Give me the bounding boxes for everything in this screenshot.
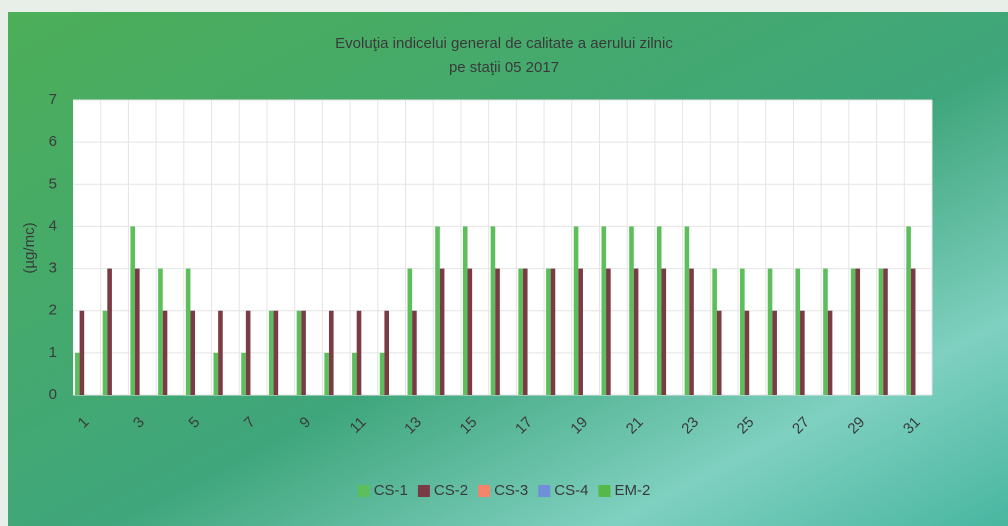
bar: [661, 268, 667, 395]
bar: [795, 268, 801, 395]
bar: [135, 268, 140, 395]
bar: [462, 226, 468, 395]
bar: [716, 310, 722, 395]
bar: [684, 226, 690, 395]
bar: [213, 352, 219, 395]
bar: [301, 310, 306, 395]
chart-subtitle: pe staţii 05 2017: [449, 59, 559, 76]
chart-title: Evoluţia indicelui general de calitate a…: [335, 35, 673, 52]
bar: [352, 352, 357, 395]
bar: [855, 268, 861, 395]
bar: [130, 226, 136, 395]
y-axis-label: (µg/mc): [21, 222, 38, 273]
y-tick-label: 5: [49, 175, 57, 192]
bar: [328, 310, 334, 395]
legend-swatch: [357, 485, 370, 497]
bar: [190, 310, 196, 395]
bar: [435, 226, 440, 395]
bar: [241, 352, 246, 395]
bar: [744, 310, 750, 395]
bar: [656, 226, 662, 395]
bar: [75, 352, 80, 395]
legend-swatch: [538, 485, 551, 497]
bar: [823, 268, 828, 395]
bar: [633, 268, 639, 395]
bar: [910, 268, 916, 395]
bar: [878, 268, 884, 395]
bar: [158, 268, 163, 395]
bar: [324, 352, 329, 395]
legend-swatch: [598, 485, 611, 497]
legend-label: EM-2: [614, 482, 650, 499]
bar: [689, 268, 694, 395]
y-tick-label: 3: [49, 260, 57, 277]
legend-swatch: [417, 485, 430, 497]
legend-swatch: [478, 485, 491, 497]
y-tick-label: 6: [49, 133, 57, 150]
legend-label: CS-4: [554, 482, 588, 499]
bar: [518, 268, 523, 395]
bar: [495, 268, 500, 395]
bar: [578, 268, 583, 395]
y-tick-label: 7: [49, 91, 57, 108]
bar: [800, 310, 805, 395]
bar: [268, 310, 274, 395]
bar: [218, 310, 223, 395]
y-tick-label: 4: [49, 217, 57, 234]
bar: [162, 310, 168, 395]
bar: [827, 310, 833, 395]
bar: [712, 268, 717, 395]
bar: [740, 268, 745, 395]
y-tick-label: 1: [49, 344, 57, 361]
bar: [412, 310, 417, 395]
bar: [379, 352, 385, 395]
bar: [384, 310, 390, 395]
y-tick-label: 2: [49, 302, 57, 319]
bar: [546, 268, 551, 395]
bar: [601, 226, 607, 395]
bar: [79, 310, 85, 395]
bar: [629, 226, 634, 395]
bar: [407, 268, 413, 395]
bar: [273, 310, 279, 395]
bar: [296, 310, 302, 395]
legend-label: CS-1: [374, 482, 408, 499]
bar: [490, 226, 496, 395]
bar: [356, 310, 362, 395]
bar: [906, 226, 911, 395]
bar: [550, 268, 556, 395]
plot-area: [73, 100, 932, 395]
bar: [772, 310, 777, 395]
bar: [102, 310, 108, 395]
bar: [606, 268, 611, 395]
legend-label: CS-3: [494, 482, 528, 499]
bar: [185, 268, 191, 395]
bar: [522, 268, 528, 395]
bar: [467, 268, 473, 395]
bar: [573, 226, 579, 395]
bar: [107, 268, 112, 395]
bar: [245, 310, 251, 395]
legend-label: CS-2: [434, 482, 468, 499]
bar: [439, 268, 445, 395]
bar: [850, 268, 856, 395]
y-tick-label: 0: [49, 386, 57, 403]
bar: [883, 268, 888, 395]
bar: [767, 268, 773, 395]
